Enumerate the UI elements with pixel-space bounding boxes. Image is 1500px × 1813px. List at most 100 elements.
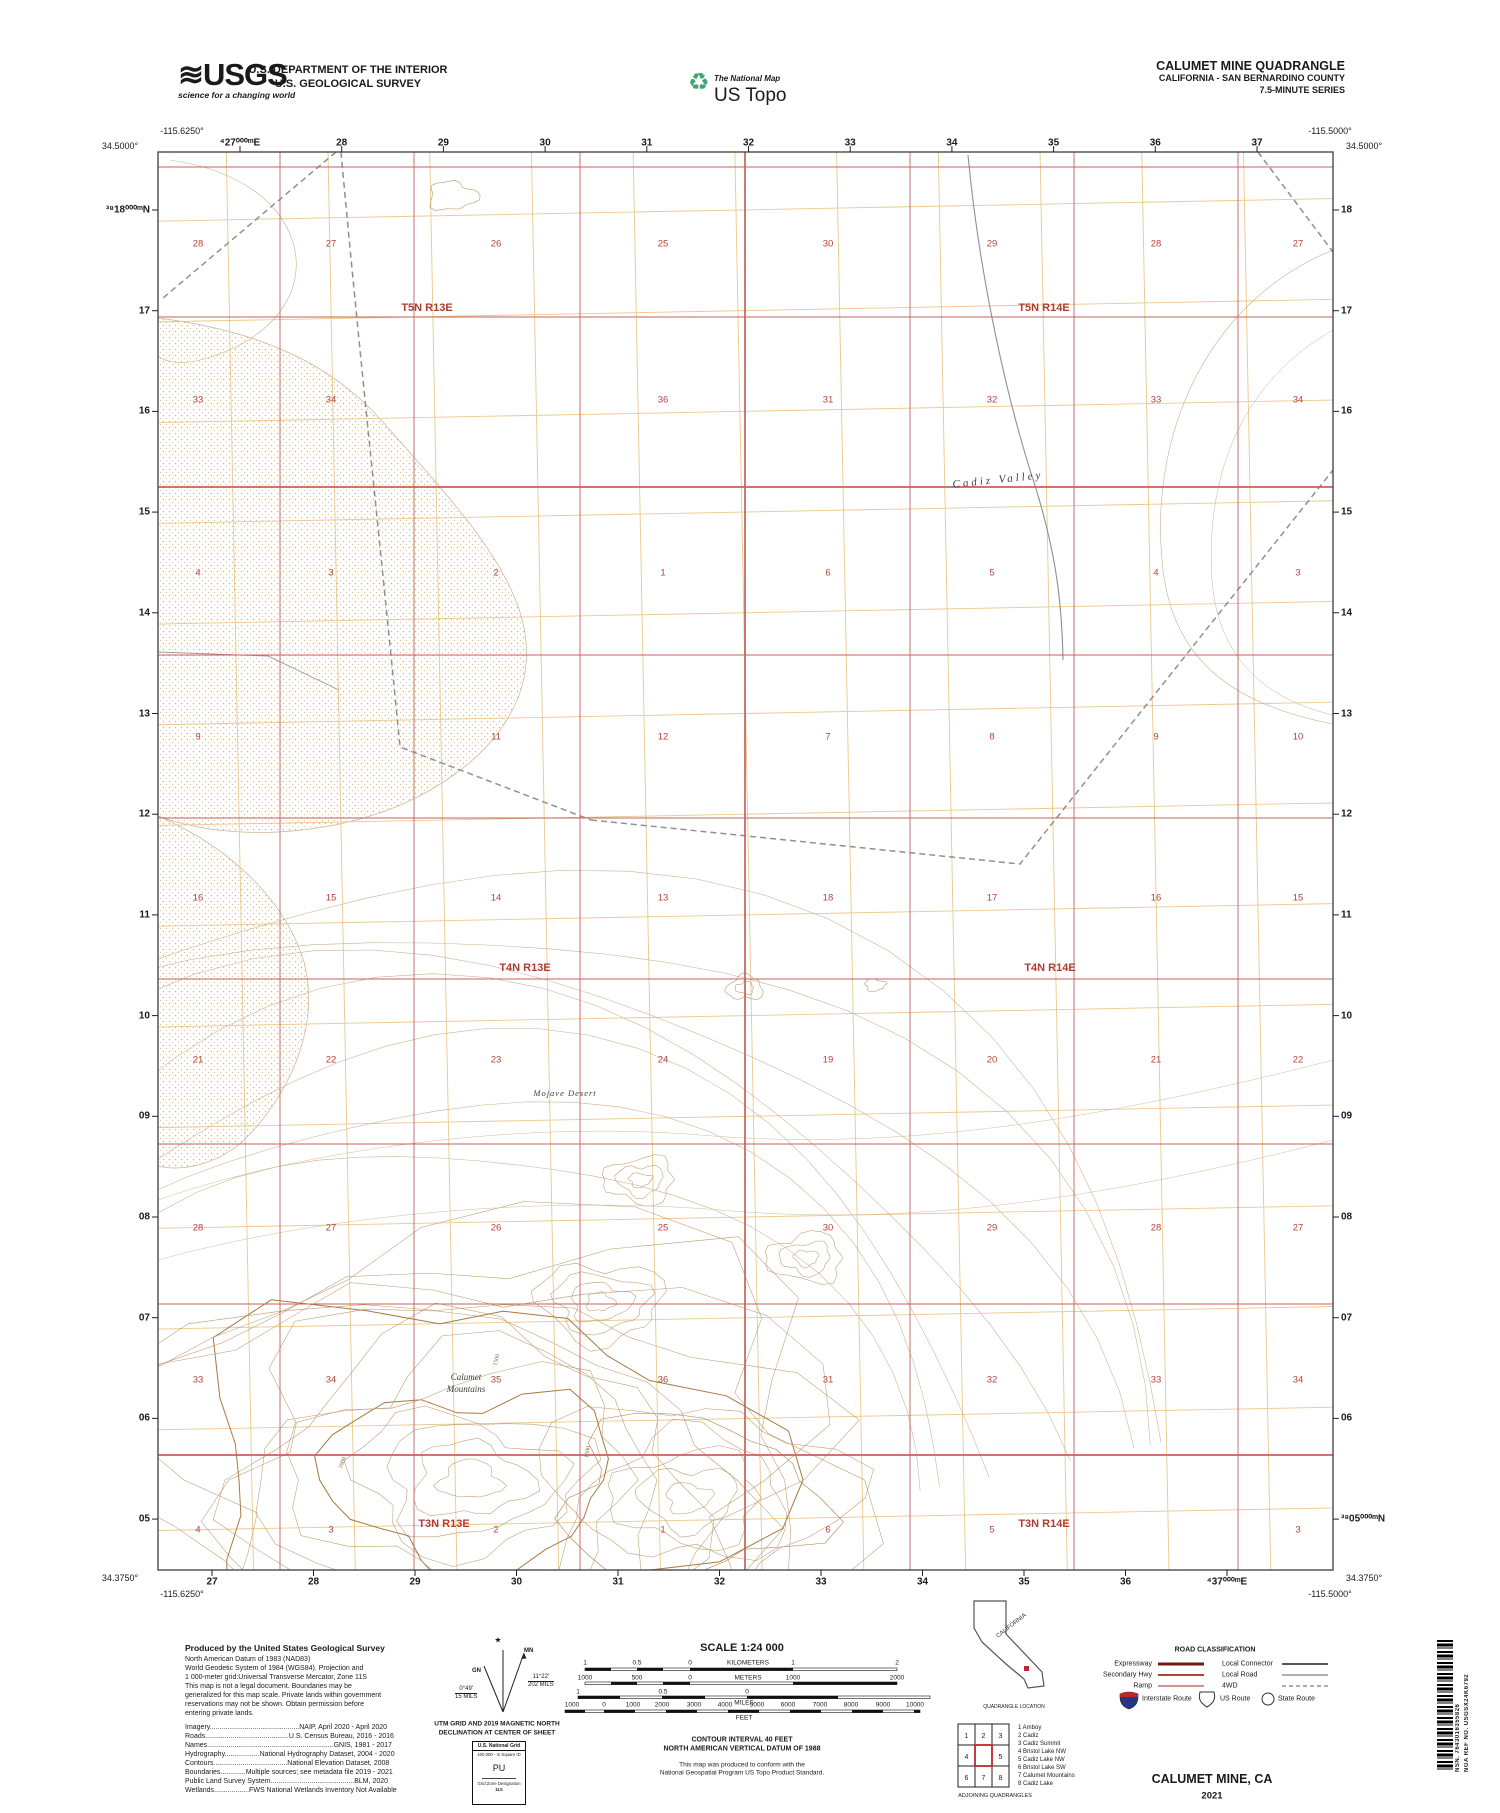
svg-text:6: 6: [965, 1775, 969, 1782]
grid-easting-label: 30: [510, 1576, 523, 1588]
section-number: 28: [1150, 1222, 1162, 1234]
section-number: 34: [1292, 1374, 1304, 1386]
grid-easting-label: 36: [1149, 137, 1161, 149]
section-number: 15: [1292, 892, 1304, 904]
section-number: 1: [660, 567, 666, 579]
usng-title: U.S. National Grid: [473, 1742, 525, 1751]
scale-tick-label: 4000: [717, 1701, 733, 1709]
section-number: 30: [822, 238, 834, 250]
scale-tick-label: 7000: [812, 1701, 828, 1709]
credits-line: This map is not a legal document. Bounda…: [185, 1683, 352, 1690]
scale-tick-label: 0: [745, 1688, 749, 1696]
national-map-icon: ♻: [688, 69, 710, 96]
scale-tick-label: 10000: [905, 1701, 925, 1709]
national-map-logo: ♻ The National Map US Topo: [688, 68, 787, 106]
production-credits: Produced by the United States Geological…: [185, 1643, 465, 1795]
dept-line-2: U.S. GEOLOGICAL SURVEY: [274, 78, 422, 90]
grid-northing-label: 13: [138, 708, 150, 719]
quad-series: 7.5-MINUTE SERIES: [1259, 85, 1345, 95]
section-number: 6: [825, 567, 831, 579]
svg-text:3: 3: [999, 1733, 1003, 1740]
corner-longitude: -115.5000°: [1308, 126, 1352, 136]
road-class-label: 4WD: [1222, 1682, 1238, 1690]
grid-easting-label: 29: [409, 1576, 421, 1588]
section-number: 35: [490, 1374, 502, 1386]
credits-lines: North American Datum of 1983 (NAD83) Worl…: [185, 1655, 465, 1718]
section-number: 11: [491, 731, 501, 743]
grid-northing-label: 11: [1341, 909, 1352, 921]
grid-northing-label: 05: [138, 1513, 150, 1525]
section-number: 22: [1292, 1054, 1304, 1066]
grid-easting-label: 30: [539, 137, 551, 149]
corner-latitude: 34.5000°: [101, 141, 139, 151]
grid-easting-label: 28: [336, 137, 348, 149]
grid-easting-label: 33: [815, 1576, 827, 1588]
section-number: 4: [195, 1524, 201, 1536]
township-range-label: T4N R13E: [499, 962, 551, 974]
section-number: 6: [825, 1524, 831, 1536]
section-number: 20: [986, 1054, 998, 1066]
barcode: [1437, 1640, 1453, 1772]
route-shield-label: State Route: [1278, 1695, 1315, 1703]
section-number: 27: [1292, 238, 1304, 250]
section-number: 8: [989, 731, 995, 743]
section-number: 27: [325, 1222, 337, 1234]
credits-line: reservations may not be shown. Obtain pe…: [185, 1701, 364, 1708]
section-number: 12: [657, 731, 669, 743]
adjoining-quad-name: 4 Bristol Lake NW: [1018, 1749, 1067, 1755]
grid-northing-label: 08: [1341, 1211, 1353, 1223]
usgs-wave-icon: ≋: [178, 57, 204, 92]
adjoining-quadrangle-names: 1 Amboy 2 Cadiz 3 Cadiz Summit 4 Bristol La…: [1018, 1724, 1075, 1788]
grid-northing-label: 16: [1341, 405, 1353, 417]
usgs-tagline: science for a changing world: [178, 90, 296, 100]
grid-northing-label: 10: [138, 1010, 150, 1022]
grid-northing-label: ³⁸05⁰⁰⁰ᵐN: [1341, 1513, 1386, 1525]
usgs-logo: ≋USGS science for a changing world: [178, 57, 296, 100]
scale-unit-label: MILES: [734, 1699, 754, 1707]
scale-tick-label: 6000: [780, 1701, 796, 1709]
section-number: 28: [1150, 238, 1162, 250]
scale-tick-label: 0: [688, 1674, 692, 1682]
grid-easting-label: 34: [946, 137, 958, 149]
adjoining-quad-name: 6 Bristol Lake SW: [1018, 1765, 1066, 1771]
adjoining-quad-name: 5 Cadiz Lake NW: [1018, 1757, 1065, 1763]
grid-northing-label: 13: [1341, 708, 1353, 719]
magnetic-north-label: MN: [524, 1648, 534, 1654]
section-number: 30: [822, 1222, 834, 1234]
svg-text:4: 4: [965, 1754, 969, 1761]
usgs-logo-text: USGS: [202, 57, 288, 92]
corner-longitude: -115.6250°: [160, 1589, 204, 1599]
grid-easting-label: 36: [1119, 1576, 1132, 1588]
scale-tick-label: 0: [602, 1701, 606, 1709]
scale-tick-label: 1: [576, 1688, 580, 1696]
grid-northing-label: 17: [1341, 305, 1353, 317]
data-source-line: Roads...................................…: [185, 1733, 394, 1740]
section-number: 36: [657, 1374, 669, 1386]
grid-easting-label: 35: [1048, 137, 1060, 149]
section-number: 4: [1153, 567, 1159, 579]
section-number: 31: [822, 1374, 834, 1386]
grid-northing-label: 14: [1341, 607, 1353, 619]
scale-tick-label: 1000: [577, 1674, 593, 1682]
gn-declination-value: 0°49' 15 MILS: [455, 1686, 478, 1700]
section-number: 25: [657, 1222, 669, 1234]
township-range-label: T3N R13E: [418, 1518, 470, 1530]
grid-northing-label: 06: [1341, 1412, 1353, 1424]
section-number: 2: [493, 567, 499, 579]
svg-text:2: 2: [982, 1733, 986, 1740]
grid-easting-label: ⁴37⁰⁰⁰ᵐE: [1206, 1576, 1248, 1588]
quadrangle-location-map: CALIFORNIA: [973, 1600, 1045, 1689]
section-number: 33: [192, 1374, 204, 1386]
true-north-star-icon: ★: [494, 1635, 502, 1645]
section-number: 26: [490, 238, 502, 250]
place-name-label: Mojave Desert: [533, 1088, 597, 1098]
section-number: 28: [192, 1222, 204, 1234]
section-number: 14: [490, 892, 502, 904]
section-number: 3: [328, 1524, 334, 1536]
section-number: 29: [986, 1222, 998, 1234]
grid-easting-label: 37: [1251, 137, 1263, 149]
section-number: 28: [192, 238, 204, 250]
grid-northing-label: 16: [138, 405, 150, 417]
credits-line: North American Datum of 1983 (NAD83): [185, 1656, 311, 1663]
